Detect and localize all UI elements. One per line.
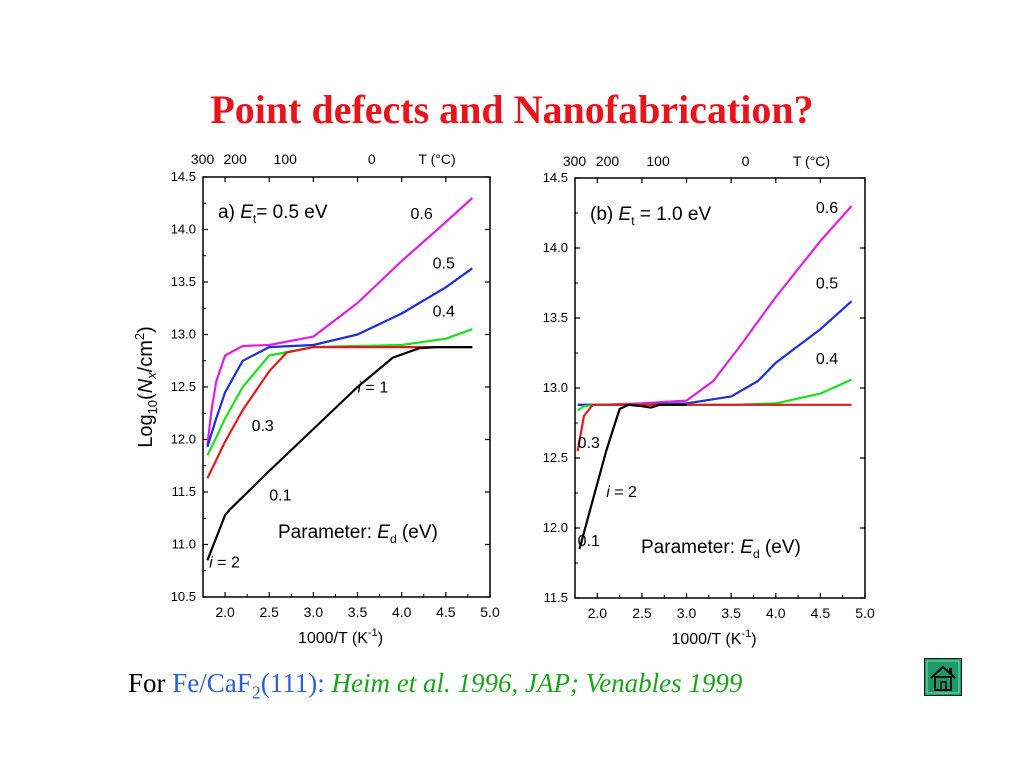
annotation-label: 0.6 [411,206,433,223]
top-axis-label: 100 [646,153,670,169]
y-tick-label: 12.5 [171,379,196,394]
slide-title: Point defects and Nanofabrication? [210,87,814,132]
x-axis-label: 1000/T (K-1) [298,627,383,647]
citation: For Fe/CaF2(111): Heim et al. 1996, JAP;… [128,668,742,703]
x-tick-label: 3.0 [677,605,697,621]
annotation-label: 0.3 [578,435,600,452]
y-tick-label: 12.0 [543,520,568,535]
y-tick-label: 12.5 [543,450,568,465]
top-axis-unit: T (°C) [418,151,455,167]
material-subscript: 2 [251,682,261,703]
x-tick-label: 5.0 [480,604,500,620]
annotation-label: 0.6 [816,200,838,217]
top-axis-label: 200 [596,153,620,169]
x-tick-label: 2.0 [588,605,608,621]
y-tick-label: 13.0 [171,327,196,342]
x-tick-label: 2.5 [259,604,279,620]
y-tick-label: 14.5 [171,169,196,184]
charts-figure: 2.0 2.5 3.0 3.5 4.0 4.5 5.0 10.5 11.0 11.5 12.0 12.… [128,148,877,658]
y-tick-label: 10.5 [171,589,196,604]
annotation-label: 0.5 [816,276,838,293]
x-tick-label: 3.5 [721,605,741,621]
series-line-0.5 [206,267,473,448]
y-axis-label-text: Log10(Nx/cm2) [132,326,160,448]
top-axis-label: 300 [191,151,215,167]
citation-prefix: For [128,668,166,698]
y-tick-label: 14.5 [543,170,568,185]
top-axis-unit: T (°C) [793,153,830,169]
home-icon [923,657,963,697]
y-tick-label: 14.0 [543,240,568,255]
top-axis-label: 300 [563,153,587,169]
x-tick-label: 3.0 [304,604,324,620]
y-tick-label: 13.5 [543,310,568,325]
material-name: Fe/CaF [172,668,252,698]
parameter-label: Parameter: Ed (eV) [641,537,801,561]
annotation-label: i = 1 [358,379,389,396]
parameter-label: Parameter: Ed (eV) [278,522,438,546]
annotation-label: 0.1 [578,533,600,550]
citation-reference: Heim et al. 1996, JAP; Venables 1999 [331,668,743,698]
citation-material: Fe/CaF2(111): [172,668,325,702]
x-tick-label: 4.0 [766,605,786,621]
chart-b-background [527,148,877,658]
x-tick-label: 5.0 [855,605,875,621]
home-button[interactable] [923,657,963,697]
series-line-0.6 [206,197,474,445]
annotation-label: 0.4 [433,304,455,321]
chart-a-background [128,148,510,658]
y-tick-label: 14.0 [171,222,196,237]
x-tick-label: 2.0 [215,604,235,620]
chart-panel-b: 2.0 2.5 3.0 3.5 4.0 4.5 5.0 11.5 12.0 12.5 13.0 13.… [543,153,875,648]
x-tick-label: 3.5 [348,604,368,620]
panel-label: a) Et= 0.5 eV [218,202,328,226]
y-tick-label: 11.5 [544,590,568,605]
top-axis-label: 0 [368,151,376,167]
x-tick-label: 4.5 [436,604,456,620]
x-tick-label: 4.5 [811,605,831,621]
annotation-label: 0.5 [433,255,455,272]
y-tick-label: 13.5 [171,274,196,289]
series-line-0.1 [578,403,687,550]
series-line-0.1 [206,346,473,561]
series-line-0.3 [576,403,852,452]
y-tick-label: 12.0 [171,432,196,447]
top-axis-label: 200 [223,151,247,167]
y-axis-label: Log10(Nx/cm2) [132,326,160,448]
top-axis-label: 100 [274,151,298,167]
top-axis-label: 0 [742,153,750,169]
annotation-label: i = 2 [606,484,637,501]
x-tick-label: 2.5 [632,605,652,621]
annotation-label: 0.4 [816,351,838,368]
annotation-label: 0.1 [269,487,291,504]
material-suffix: (111): [260,668,325,698]
annotation-label: i = 2 [209,555,240,572]
y-tick-label: 11.5 [172,484,196,499]
x-axis-label: 1000/T (K-1) [671,628,756,648]
y-tick-label: 11.0 [172,537,196,552]
annotation-label: 0.3 [252,418,274,435]
y-tick-label: 13.0 [543,380,568,395]
panel-label: (b) Et = 1.0 eV [590,204,711,228]
x-tick-label: 4.0 [392,604,412,620]
chart-panel-a: 2.0 2.5 3.0 3.5 4.0 4.5 5.0 10.5 11.0 11.5 12.0 12.… [132,151,500,647]
